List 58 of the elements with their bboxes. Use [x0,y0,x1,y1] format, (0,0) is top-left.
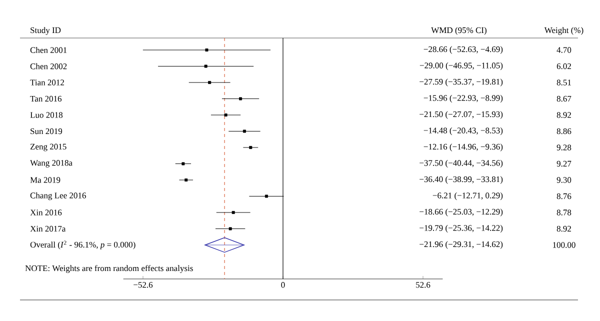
text: −37.50 (−40.44, −34.56) [420,160,503,168]
text: 4.70 [556,47,572,53]
text: 9.28 [556,144,572,150]
text: 8.86 [556,128,572,134]
y-tick-label: Chen 2001 [30,47,67,53]
x-tick-label: −52.6 [134,282,153,288]
text: −18.66 (−25.03, −12.29) [420,208,503,216]
text: −21.50 (−27.07, −15.93) [420,111,503,119]
x-tick-label: 52.6 [416,282,430,288]
text: −28.66 (−52.63, −4.69) [424,46,503,54]
y-tick-label: Overall (I$^{2}$ - 96.1%, p = 0.000) [30,240,136,250]
point [264,194,268,198]
point [204,64,208,68]
text: −12.16 (−14.96, −9.36) [424,144,503,152]
text: 8.51 [556,80,571,86]
text: 9.27 [556,160,572,167]
text: −6.21 (−12.71, 0.29) [432,192,503,200]
y-tick-label: Luo 2018 [30,112,63,118]
text: 6.02 [556,63,571,70]
y-tick-label: Tan 2016 [30,96,62,102]
point [249,146,252,149]
text: −14.48 (−20.43, −8.53) [424,127,503,136]
y-tick-label: Sun 2019 [30,128,62,134]
y-axis-title: Study ID [30,27,61,35]
y-tick-label: Wang 2018a [30,160,72,168]
text: 8.67 [556,96,572,102]
point [205,48,208,52]
point [232,210,235,214]
point [208,80,212,84]
y-tick-label: Xin 2016 [30,210,62,216]
text: −19.79 (−25.36, −14.22) [420,224,503,233]
text: 8.92 [556,112,571,118]
text: 8.92 [556,226,571,232]
annotation: NOTE: Weights are from random effects analysis [25,265,193,273]
y-tick-label: Chen 2002 [30,63,67,70]
y-tick-label: Chang Lee 2016 [30,192,86,200]
text: 100.00 [553,242,576,248]
text: 8.78 [556,210,572,216]
point [242,130,246,133]
y-tick-label: Zeng 2015 [30,144,66,152]
point [239,97,242,100]
text: −36.40 (−38.99, −33.81) [420,176,503,184]
text: −29.00 (−46.95, −11.05) [420,62,503,70]
text: Weight (%) [544,27,584,35]
text: 8.76 [556,193,572,200]
point [184,178,188,182]
point [228,227,232,230]
text: −27.59 (−35.37, −19.81) [420,78,503,86]
point [224,113,228,116]
y-tick-label: Xin 2017a [30,226,66,232]
text: 9.30 [556,177,572,183]
x-tick-label: 0 [281,282,285,288]
y-tick-label: Ma 2019 [30,177,60,183]
point [182,162,185,166]
text: −21.96 (−29.31, −14.62) [420,241,503,249]
text: WMD (95% CI) [431,27,486,35]
text: −15.96 (−22.93, −8.99) [424,94,503,103]
y-tick-label: Tian 2012 [30,80,64,86]
